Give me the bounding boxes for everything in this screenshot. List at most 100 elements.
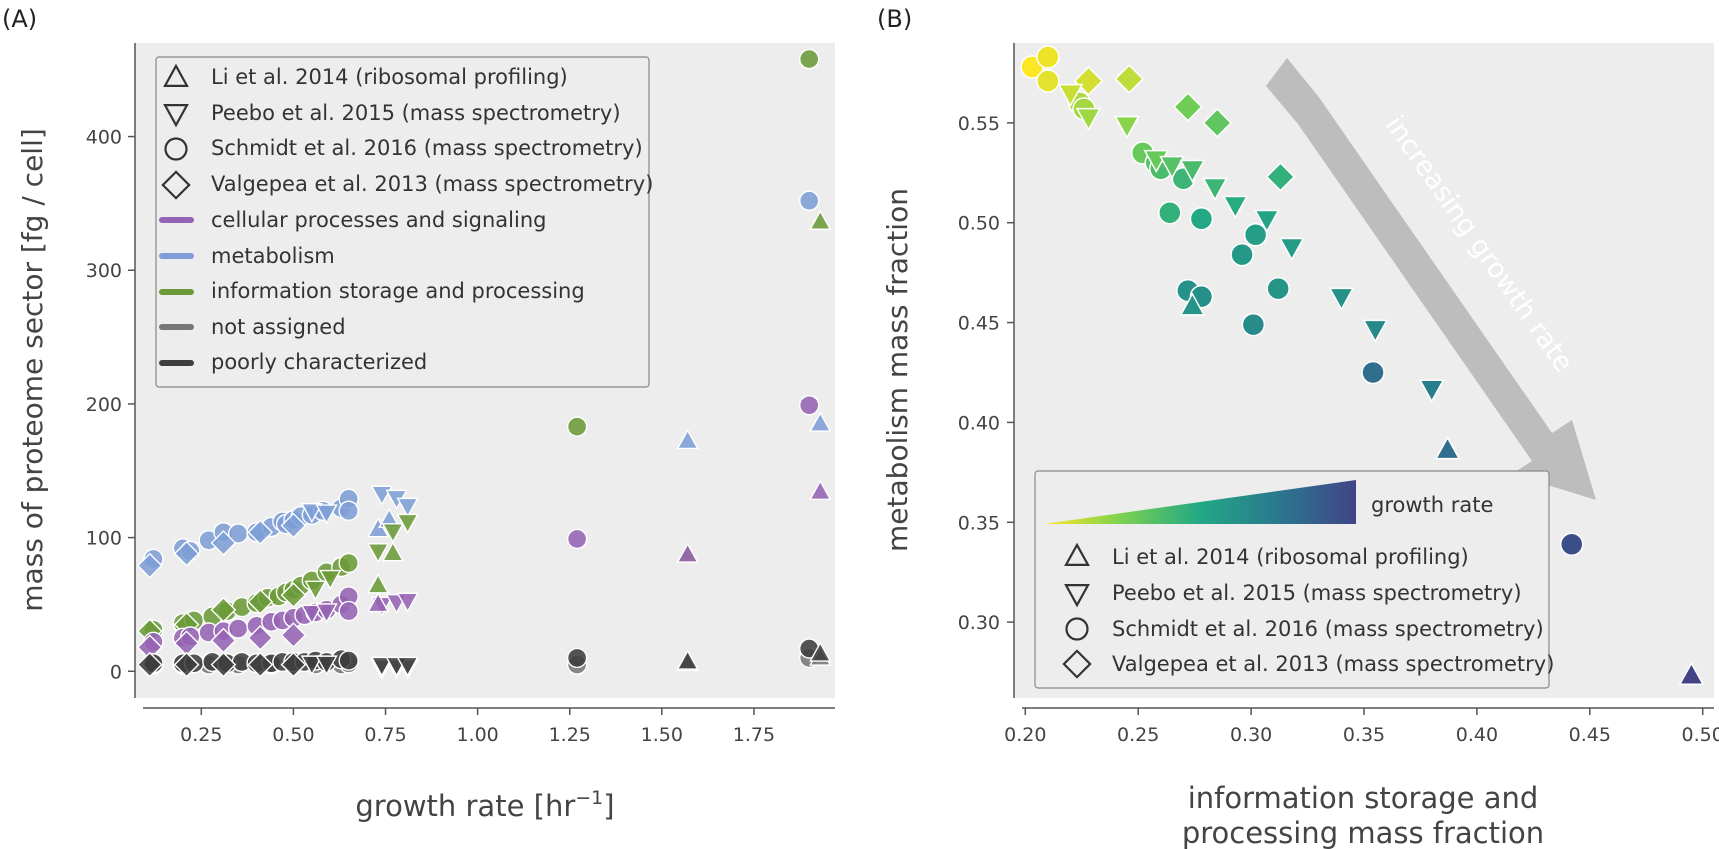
data-point bbox=[1241, 312, 1266, 337]
panel-b-x-label-line1: information storage and bbox=[1188, 781, 1539, 815]
data-point bbox=[1202, 177, 1228, 201]
panel-b-legend: growth rate Li et al. 2014 (ribosomal pr… bbox=[1034, 470, 1554, 689]
x-tick-label: 0.45 bbox=[1569, 724, 1611, 746]
x-tick-label: 1.50 bbox=[641, 724, 683, 746]
y-tick-label: 0 bbox=[110, 661, 122, 683]
data-point-info bbox=[381, 541, 405, 562]
data-point bbox=[1254, 209, 1280, 233]
x-tick-label: 0.40 bbox=[1456, 724, 1498, 746]
x-tick-label: 1.00 bbox=[456, 724, 498, 746]
panel-a-x-label-end: ] bbox=[603, 789, 614, 823]
panel-a: (A) 0 100 200 300 400 0.25 0.50 0.75 1.00 1.25 1.… bbox=[2, 5, 835, 823]
data-point bbox=[1173, 92, 1203, 122]
data-point-info bbox=[247, 588, 274, 615]
data-point-cellular bbox=[809, 479, 832, 500]
data-point-cellular bbox=[247, 624, 274, 651]
data-point bbox=[1418, 379, 1445, 403]
data-point-info bbox=[304, 580, 327, 601]
data-point bbox=[1559, 532, 1584, 556]
data-point-poorly bbox=[173, 651, 200, 678]
data-point-poorly bbox=[280, 651, 307, 678]
panel-b-points bbox=[1020, 45, 1705, 686]
data-point-poorly bbox=[300, 655, 324, 676]
y-tick-label: 0.55 bbox=[958, 113, 1000, 135]
y-tick-label: 0.45 bbox=[958, 313, 1000, 335]
data-point-info bbox=[809, 209, 832, 230]
data-point bbox=[1328, 287, 1355, 311]
data-point bbox=[1114, 115, 1140, 140]
legend-triangle-down-marker bbox=[163, 104, 189, 128]
data-point-cellular bbox=[676, 542, 699, 563]
data-point-poorly bbox=[338, 650, 359, 671]
legend-b-li: Li et al. 2014 (ribosomal profiling) bbox=[1112, 545, 1469, 569]
growth-rate-colorbar bbox=[1044, 480, 1356, 524]
data-point-info bbox=[280, 582, 307, 608]
data-point-cellular bbox=[280, 622, 307, 649]
data-point-info bbox=[338, 552, 359, 574]
legend-a-valgepea: Valgepea et al. 2013 (mass spectrometry) bbox=[211, 172, 653, 196]
panel-a-points bbox=[136, 48, 832, 680]
data-point-metabolism bbox=[300, 503, 324, 524]
legend-a-poorly: poorly characterized bbox=[211, 350, 427, 374]
panel-b-label: (B) bbox=[877, 5, 912, 33]
data-point-metabolism bbox=[136, 552, 163, 579]
x-tick-label: 0.50 bbox=[272, 724, 314, 746]
data-point-metabolism bbox=[799, 190, 820, 211]
panel-b-y-ticks: 0.30 0.35 0.40 0.45 0.50 0.55 bbox=[958, 113, 1014, 634]
legend-a-not-assigned: not assigned bbox=[211, 315, 346, 339]
panel-a-x-label: growth rate [hr−1] bbox=[355, 787, 614, 823]
data-point-metabolism bbox=[280, 512, 307, 539]
data-point bbox=[1143, 149, 1170, 174]
data-point-cellular bbox=[227, 618, 249, 639]
data-point-info bbox=[319, 569, 342, 591]
data-point-cellular bbox=[566, 528, 588, 550]
panel-a-legend: Li et al. 2014 (ribosomal profiling) Pee… bbox=[155, 56, 653, 388]
colorbar-label: growth rate bbox=[1371, 493, 1493, 517]
data-point-cellular bbox=[300, 604, 324, 625]
panel-b-x-label-line2: processing mass fraction bbox=[1182, 816, 1544, 849]
legend-a-peebo: Peebo et al. 2015 (mass spectrometry) bbox=[211, 101, 621, 125]
legend-triangle-down-marker bbox=[1064, 584, 1090, 608]
legend-a-li: Li et al. 2014 (ribosomal profiling) bbox=[211, 65, 568, 89]
panel-b-legend-markers bbox=[1062, 542, 1092, 679]
data-point-metabolism bbox=[173, 540, 200, 567]
panel-a-y-ticks: 0 100 200 300 400 bbox=[86, 127, 135, 683]
y-tick-label: 400 bbox=[86, 127, 122, 149]
data-point-info bbox=[366, 543, 390, 564]
data-point bbox=[1678, 661, 1705, 686]
data-point bbox=[1073, 66, 1104, 96]
data-point-cellular bbox=[799, 395, 820, 416]
data-point-metabolism bbox=[396, 497, 419, 518]
legend-triangle-up-marker bbox=[1064, 542, 1090, 566]
data-point-cellular bbox=[366, 592, 390, 613]
data-point-info bbox=[799, 48, 820, 70]
x-tick-label: 0.75 bbox=[364, 724, 406, 746]
data-point-metabolism bbox=[676, 428, 699, 450]
data-point-poorly bbox=[566, 647, 588, 669]
data-point-poorly bbox=[396, 656, 419, 677]
data-point bbox=[1265, 161, 1296, 192]
data-point-poorly bbox=[247, 651, 274, 678]
y-tick-label: 0.40 bbox=[958, 412, 1000, 434]
data-point-metabolism bbox=[809, 411, 832, 432]
panel-a-legend-box bbox=[155, 56, 650, 388]
y-tick-label: 300 bbox=[86, 260, 122, 282]
y-tick-label: 0.50 bbox=[958, 213, 1000, 235]
data-point bbox=[1434, 436, 1461, 460]
data-point-poorly bbox=[210, 651, 237, 678]
data-point-info bbox=[566, 416, 588, 437]
data-point bbox=[1202, 108, 1233, 138]
data-point-cellular bbox=[338, 600, 359, 622]
data-point-poorly bbox=[315, 655, 338, 676]
legend-a-schmidt: Schmidt et al. 2016 (mass spectrometry) bbox=[211, 136, 643, 160]
data-point bbox=[1179, 292, 1206, 316]
panel-a-label: (A) bbox=[2, 5, 37, 33]
data-point bbox=[1075, 107, 1102, 132]
y-tick-label: 200 bbox=[86, 394, 122, 416]
data-point bbox=[1278, 237, 1305, 261]
data-point bbox=[1114, 64, 1144, 94]
data-point-metabolism bbox=[247, 519, 274, 546]
panel-a-x-label-main: growth rate [hr bbox=[355, 789, 575, 823]
panel-a-legend-markers bbox=[159, 63, 194, 366]
